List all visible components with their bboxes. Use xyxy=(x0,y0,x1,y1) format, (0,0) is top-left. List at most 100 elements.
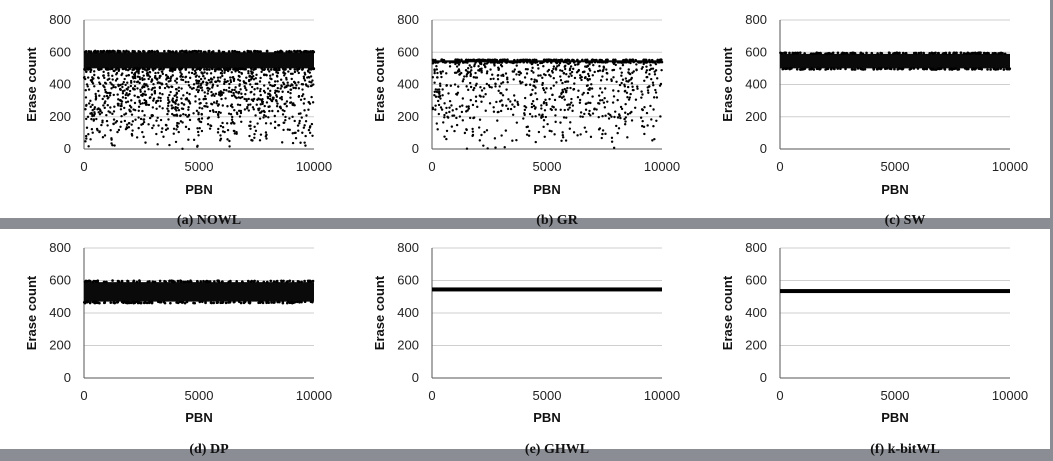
data-point xyxy=(530,77,533,81)
data-point xyxy=(445,84,448,87)
data-point xyxy=(149,96,152,99)
data-point xyxy=(253,132,256,136)
data-point xyxy=(307,108,310,111)
y-tick-label: 200 xyxy=(397,109,419,124)
data-point xyxy=(205,68,209,71)
data-point xyxy=(928,52,931,55)
data-point xyxy=(474,95,478,98)
data-point xyxy=(279,87,282,90)
data-point xyxy=(542,125,545,129)
data-point xyxy=(281,90,284,93)
data-point xyxy=(261,97,264,101)
data-point xyxy=(147,301,151,305)
data-point xyxy=(591,58,594,61)
data-point xyxy=(235,111,239,114)
y-tick-label: 800 xyxy=(49,12,71,27)
data-point xyxy=(238,115,242,118)
data-point xyxy=(584,58,587,62)
data-point xyxy=(552,106,555,109)
data-point xyxy=(559,108,562,112)
data-point xyxy=(504,72,508,75)
data-point xyxy=(892,52,896,55)
data-point xyxy=(224,301,228,305)
data-point xyxy=(486,58,490,62)
data-point xyxy=(628,72,631,75)
data-point xyxy=(526,58,529,62)
data-point xyxy=(113,69,116,73)
data-point xyxy=(247,109,251,112)
data-point xyxy=(901,51,905,55)
data-point xyxy=(465,105,468,108)
data-point xyxy=(567,58,571,62)
data-point xyxy=(625,91,629,94)
data-point xyxy=(262,280,266,284)
data-point xyxy=(627,68,630,71)
data-point xyxy=(209,124,212,127)
data-point xyxy=(652,108,655,111)
data-point xyxy=(184,113,187,117)
data-point xyxy=(175,88,178,91)
data-point xyxy=(103,76,106,80)
data-point xyxy=(539,61,542,65)
y-tick-label: 400 xyxy=(49,305,71,320)
data-point xyxy=(624,60,628,64)
data-point xyxy=(111,144,114,147)
x-tick-label: 5000 xyxy=(533,388,562,403)
data-point xyxy=(436,88,440,91)
data-point xyxy=(286,128,290,131)
data-point xyxy=(250,85,254,89)
data-point xyxy=(572,67,575,71)
data-point xyxy=(141,102,144,105)
data-point xyxy=(150,301,154,304)
data-point xyxy=(588,78,591,81)
data-point xyxy=(800,68,804,71)
data-point xyxy=(197,49,201,53)
data-point xyxy=(250,90,253,94)
data-point xyxy=(263,73,266,77)
data-point xyxy=(201,300,204,304)
data-point xyxy=(566,108,570,111)
data-point xyxy=(206,105,209,109)
data-point xyxy=(606,58,609,62)
data-point xyxy=(206,86,210,90)
data-point xyxy=(172,127,176,131)
data-point xyxy=(303,79,307,82)
data-point xyxy=(469,85,473,89)
data-point xyxy=(604,132,607,136)
data-point xyxy=(269,89,272,93)
data-point xyxy=(165,74,168,77)
data-point xyxy=(282,121,285,125)
data-point xyxy=(169,90,172,94)
data-point xyxy=(152,97,156,100)
data-point xyxy=(310,95,313,99)
data-point xyxy=(138,81,141,85)
data-point xyxy=(544,91,547,94)
data-point xyxy=(119,99,123,103)
data-point xyxy=(110,87,113,90)
data-point xyxy=(861,52,865,55)
data-point xyxy=(175,81,178,84)
data-point xyxy=(177,103,180,106)
data-point xyxy=(885,67,889,70)
y-tick-label: 600 xyxy=(397,273,419,288)
data-point xyxy=(259,93,262,97)
data-point xyxy=(273,67,276,71)
data-point xyxy=(626,136,629,139)
data-point xyxy=(189,279,192,283)
data-point xyxy=(272,280,276,283)
data-point xyxy=(624,116,628,119)
data-point xyxy=(516,60,519,64)
data-point xyxy=(602,68,605,71)
data-point xyxy=(555,60,559,64)
data-point xyxy=(464,69,468,72)
x-tick-label: 10000 xyxy=(296,388,332,403)
data-point xyxy=(153,86,156,89)
data-point xyxy=(112,122,115,126)
data-point xyxy=(597,94,601,97)
data-point xyxy=(174,79,177,83)
data-point xyxy=(301,131,304,134)
data-point xyxy=(458,115,462,118)
data-point xyxy=(246,105,249,109)
data-point xyxy=(543,135,546,139)
